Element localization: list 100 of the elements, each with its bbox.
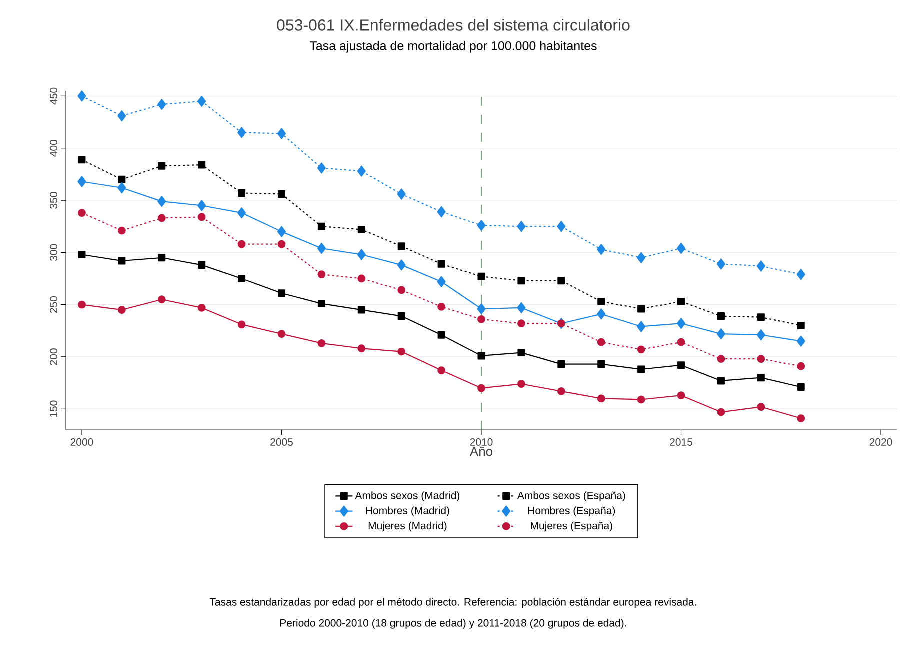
- point: [278, 290, 286, 298]
- point: [478, 315, 486, 324]
- y-tick-label: 350: [50, 192, 58, 209]
- x-tick-label: 2000: [70, 438, 94, 446]
- point: [438, 366, 446, 374]
- point: [357, 166, 366, 177]
- point: [318, 270, 326, 279]
- point: [358, 274, 366, 283]
- point: [118, 176, 126, 184]
- point: [278, 240, 286, 248]
- point: [517, 221, 526, 232]
- point: [678, 298, 686, 306]
- point: [757, 314, 765, 322]
- point: [796, 269, 806, 280]
- point: [278, 190, 286, 198]
- point: [398, 348, 406, 356]
- point: [78, 300, 86, 309]
- point: [518, 380, 526, 388]
- point: [638, 366, 646, 374]
- point: [238, 240, 246, 248]
- point: [158, 254, 166, 262]
- point: [317, 242, 326, 254]
- point: [398, 312, 406, 320]
- point: [397, 260, 406, 271]
- point: [198, 200, 206, 212]
- y-tick-label: 250: [50, 296, 58, 314]
- point: [357, 249, 366, 260]
- point: [158, 196, 166, 208]
- point: [757, 403, 766, 412]
- point: [637, 252, 646, 264]
- y-tick-label: 450: [50, 88, 58, 105]
- point: [598, 298, 606, 306]
- point: [756, 330, 766, 341]
- legend-label: Hombres (España): [528, 506, 616, 517]
- point: [797, 383, 805, 391]
- y-tick-label: 150: [50, 400, 58, 418]
- x-tick-label: 2005: [270, 438, 293, 446]
- point: [278, 330, 286, 338]
- legend-label: Hombres (Madrid): [366, 506, 450, 517]
- point: [557, 221, 566, 232]
- point: [716, 328, 726, 340]
- point: [277, 128, 286, 140]
- text: Periodo 2000-2010 (18 grupos de edad) y 2011-2018 (20 grupos de edad).: [280, 619, 626, 629]
- point: [477, 303, 486, 315]
- point: [118, 110, 126, 122]
- point: [317, 162, 326, 174]
- point: [638, 305, 646, 313]
- point: [318, 339, 326, 348]
- point: [518, 320, 526, 328]
- x-axis-title: Año: [470, 446, 493, 456]
- x-tick-label: 2020: [870, 438, 892, 446]
- point: [756, 260, 766, 272]
- point: [478, 384, 486, 392]
- point: [757, 374, 765, 382]
- legend-label: Ambos sexos (Madrid): [355, 492, 460, 502]
- point: [517, 302, 526, 314]
- point: [597, 394, 606, 403]
- point: [237, 207, 246, 219]
- point: [676, 318, 686, 330]
- text: Tasas estandarizadas por edad por el método directo. Referencia: población estándar europea revisada.: [210, 598, 696, 608]
- chart-title: 053-061 IX.Enfermedades del sistema circulatorio: [277, 19, 630, 31]
- point: [558, 277, 566, 285]
- point: [398, 242, 406, 250]
- point: [478, 352, 486, 360]
- point: [796, 336, 806, 347]
- point: [198, 304, 206, 312]
- point: [78, 209, 86, 217]
- legend-label: Mujeres (España): [531, 522, 612, 532]
- point: [597, 338, 606, 346]
- point: [78, 251, 86, 259]
- point: [478, 272, 486, 280]
- point: [438, 302, 446, 311]
- point: [598, 360, 606, 368]
- point: [438, 260, 446, 268]
- point: [477, 220, 486, 232]
- point: [198, 213, 206, 222]
- point: [318, 300, 326, 308]
- point: [158, 214, 166, 222]
- point: [118, 257, 126, 265]
- point: [597, 308, 606, 320]
- x-tick-label: 2015: [670, 438, 692, 446]
- point: [558, 360, 566, 368]
- point: [198, 161, 206, 169]
- point: [318, 222, 326, 230]
- point: [557, 387, 566, 396]
- point: [358, 344, 366, 353]
- point: [717, 377, 725, 385]
- point: [717, 408, 726, 416]
- point: [637, 396, 646, 404]
- point: [637, 346, 646, 354]
- point: [358, 226, 366, 234]
- point: [518, 349, 526, 357]
- point: [78, 156, 86, 164]
- point: [437, 276, 446, 288]
- point: [238, 189, 246, 197]
- point: [438, 331, 446, 339]
- point: [637, 321, 646, 332]
- point: [398, 286, 406, 294]
- point: [238, 320, 246, 329]
- point: [118, 226, 126, 235]
